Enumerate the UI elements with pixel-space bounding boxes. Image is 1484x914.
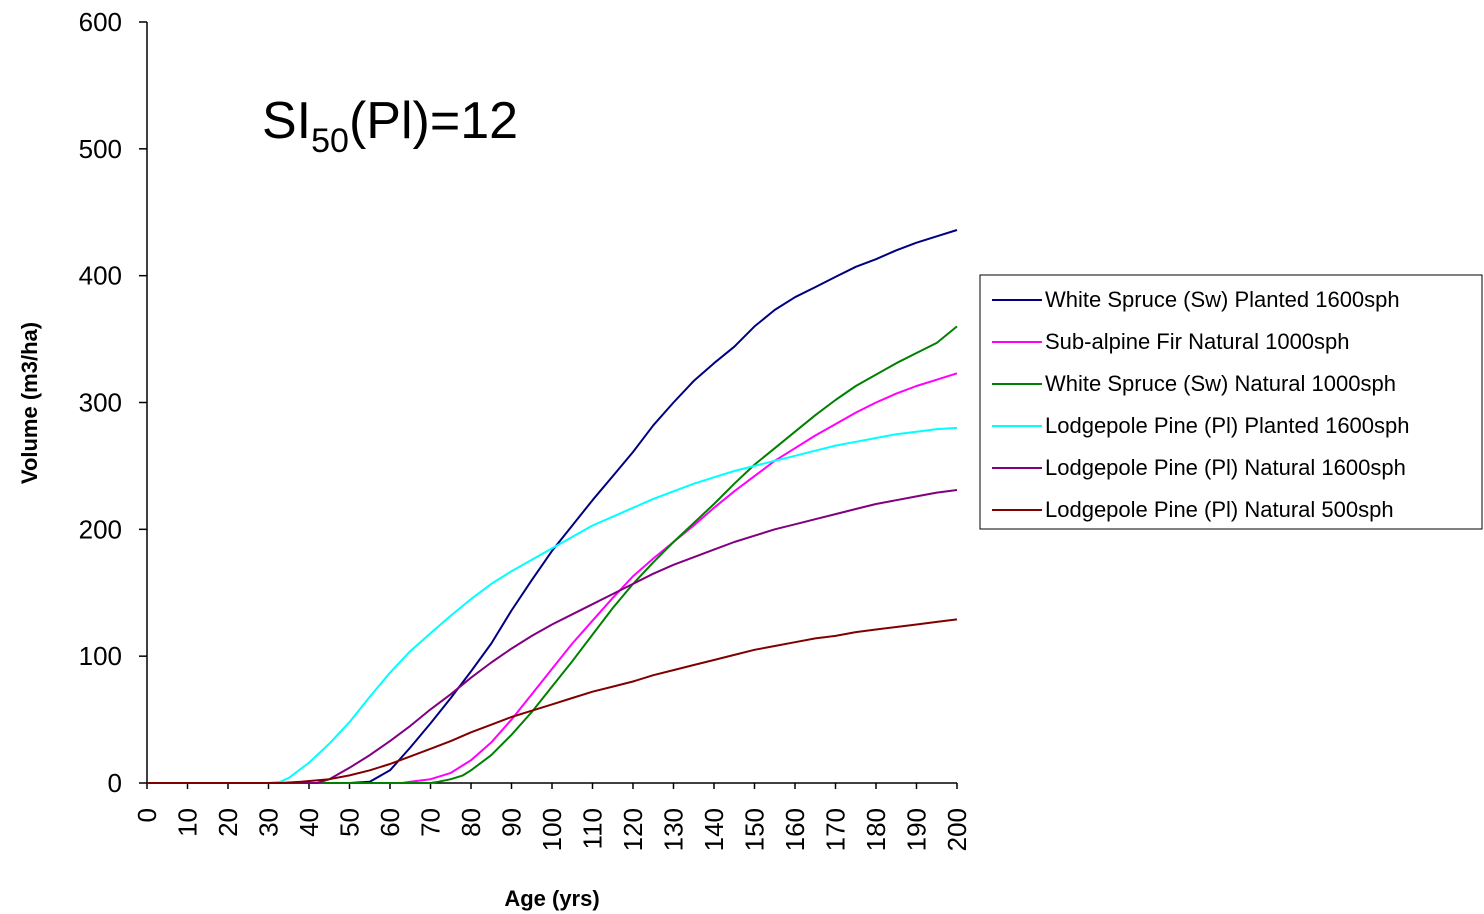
x-axis-title: Age (yrs) xyxy=(504,886,599,911)
x-tick-label: 130 xyxy=(659,808,689,851)
x-tick-label: 160 xyxy=(780,808,810,851)
x-tick-label: 180 xyxy=(861,808,891,851)
x-tick-label: 100 xyxy=(537,808,567,851)
y-tick-label: 100 xyxy=(79,641,122,671)
y-tick-label: 200 xyxy=(79,514,122,544)
series-layer xyxy=(147,229,958,784)
x-tick-label: 80 xyxy=(456,808,486,837)
series-line-2 xyxy=(147,372,958,784)
series-line-6 xyxy=(147,618,958,784)
x-tick-label: 10 xyxy=(173,808,203,837)
y-tick-label: 400 xyxy=(79,261,122,291)
legend: White Spruce (Sw) Planted 1600sph Sub-alp… xyxy=(979,274,1483,530)
x-tick-label: 40 xyxy=(294,808,324,837)
x-tick-label: 60 xyxy=(375,808,405,837)
x-tick-label: 140 xyxy=(699,808,729,851)
x-tick-label: 30 xyxy=(254,808,284,837)
annotation-rest: (Pl)=12 xyxy=(349,92,518,150)
x-tick-label: 170 xyxy=(821,808,851,851)
x-ticks: 0 10 20 30 40 50 60 70 80 90 100 110 120 130 140 150 160… xyxy=(132,783,972,851)
legend-label: Lodgepole Pine (Pl) Natural 1600sph xyxy=(1045,455,1406,480)
series-line-3 xyxy=(147,325,958,784)
y-axis-title: Volume (m3/ha) xyxy=(17,322,42,484)
chart-annotation: SI50(Pl)=12 xyxy=(262,92,518,160)
y-tick-label: 500 xyxy=(79,134,122,164)
x-tick-label: 110 xyxy=(578,808,608,849)
annotation-main: SI xyxy=(262,92,311,150)
x-tick-label: 200 xyxy=(942,808,972,851)
legend-label: Sub-alpine Fir Natural 1000sph xyxy=(1045,329,1350,354)
series-line-5 xyxy=(147,489,958,784)
x-tick-label: 20 xyxy=(213,808,243,837)
annotation-subscript: 50 xyxy=(311,122,349,160)
legend-box xyxy=(979,274,1483,530)
x-tick-label: 0 xyxy=(132,808,162,822)
series-line-4 xyxy=(147,426,958,784)
y-tick-label: 600 xyxy=(79,7,122,37)
y-ticks: 0 100 200 300 400 500 600 xyxy=(79,7,147,798)
y-tick-label: 0 xyxy=(108,768,122,798)
series-line-1 xyxy=(147,229,958,784)
x-tick-label: 120 xyxy=(618,808,648,851)
legend-label: White Spruce (Sw) Planted 1600sph xyxy=(1045,287,1400,312)
legend-label: Lodgepole Pine (Pl) Natural 500sph xyxy=(1045,497,1394,522)
x-tick-label: 70 xyxy=(416,808,446,837)
x-tick-label: 90 xyxy=(497,808,527,837)
legend-label: Lodgepole Pine (Pl) Planted 1600sph xyxy=(1045,413,1410,438)
x-tick-label: 50 xyxy=(335,808,365,837)
x-tick-label: 190 xyxy=(902,808,932,851)
x-tick-label: 150 xyxy=(740,808,770,851)
legend-label: White Spruce (Sw) Natural 1000sph xyxy=(1045,371,1396,396)
y-tick-label: 300 xyxy=(79,388,122,418)
